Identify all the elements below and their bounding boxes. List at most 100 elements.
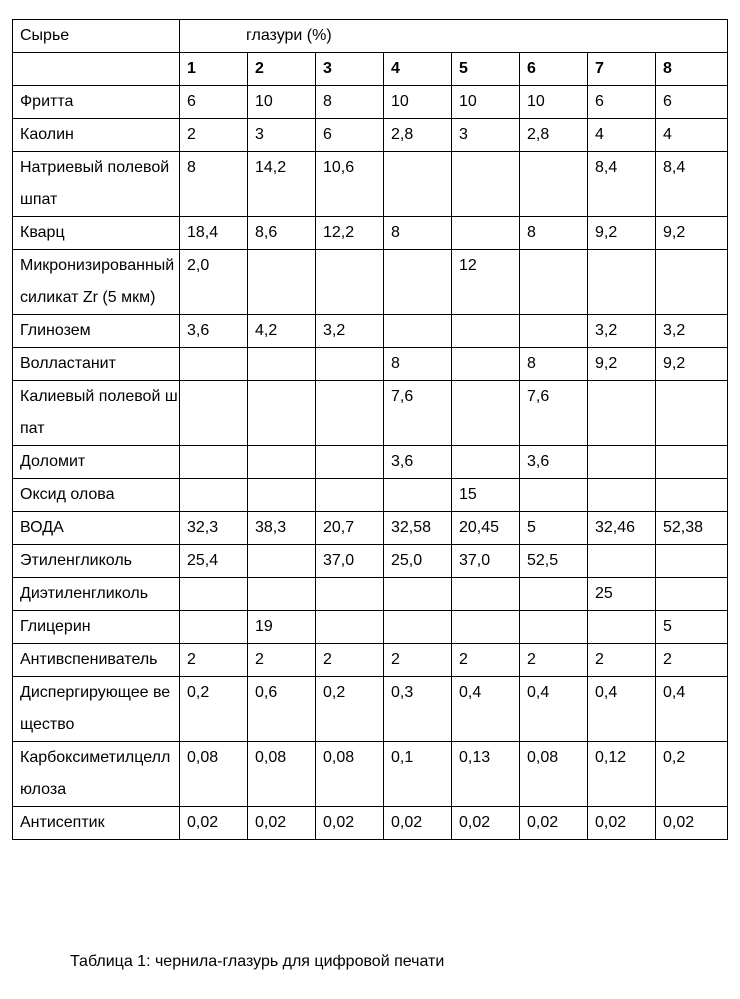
value-cell: 6	[316, 119, 384, 152]
material-name: Антивспениватель	[13, 644, 180, 677]
value-cell	[180, 446, 248, 479]
value-cell: 0,02	[452, 807, 520, 840]
value-cell: 0,1	[384, 742, 452, 807]
value-cell: 37,0	[316, 545, 384, 578]
table-row: Оксид олова15	[13, 479, 728, 512]
value-cell	[384, 152, 452, 217]
value-cell: 8,4	[656, 152, 728, 217]
value-cell: 2	[316, 644, 384, 677]
value-cell	[316, 348, 384, 381]
value-cell	[656, 479, 728, 512]
material-name: Глинозем	[13, 315, 180, 348]
value-cell: 19	[248, 611, 316, 644]
value-cell	[452, 446, 520, 479]
table-row: Глинозем3,64,23,23,23,2	[13, 315, 728, 348]
value-cell: 0,13	[452, 742, 520, 807]
value-cell	[452, 381, 520, 446]
material-name: Глицерин	[13, 611, 180, 644]
value-cell	[520, 250, 588, 315]
value-cell	[384, 315, 452, 348]
value-cell: 15	[452, 479, 520, 512]
value-cell: 8,6	[248, 217, 316, 250]
value-cell	[180, 611, 248, 644]
value-cell: 0,12	[588, 742, 656, 807]
value-cell	[180, 348, 248, 381]
value-cell	[588, 479, 656, 512]
value-cell: 3,6	[520, 446, 588, 479]
table-row: Калиевый полевой шпат7,67,6	[13, 381, 728, 446]
value-cell: 52,5	[520, 545, 588, 578]
value-cell: 32,58	[384, 512, 452, 545]
value-cell	[452, 152, 520, 217]
value-cell	[180, 578, 248, 611]
value-cell: 0,02	[384, 807, 452, 840]
value-cell: 10,6	[316, 152, 384, 217]
value-cell	[384, 611, 452, 644]
value-cell	[248, 578, 316, 611]
value-cell: 0,6	[248, 677, 316, 742]
material-name: ВОДА	[13, 512, 180, 545]
value-cell: 2	[520, 644, 588, 677]
column-number-2: 2	[248, 53, 316, 86]
table-row: Антисептик0,020,020,020,020,020,020,020,…	[13, 807, 728, 840]
value-cell	[316, 446, 384, 479]
value-cell	[248, 381, 316, 446]
table-row: Микронизированный силикат Zr (5 мкм)2,01…	[13, 250, 728, 315]
table-row: Волластанит889,29,2	[13, 348, 728, 381]
column-number-5: 5	[452, 53, 520, 86]
value-cell: 3	[452, 119, 520, 152]
material-name: Каолин	[13, 119, 180, 152]
value-cell: 3,2	[656, 315, 728, 348]
value-cell: 0,4	[588, 677, 656, 742]
value-cell: 2	[588, 644, 656, 677]
value-cell: 2,8	[384, 119, 452, 152]
material-name: Волластанит	[13, 348, 180, 381]
value-cell	[248, 446, 316, 479]
value-cell	[248, 479, 316, 512]
value-cell: 0,2	[656, 742, 728, 807]
value-cell	[656, 250, 728, 315]
value-cell: 7,6	[520, 381, 588, 446]
value-cell	[520, 315, 588, 348]
value-cell: 12	[452, 250, 520, 315]
value-cell	[384, 578, 452, 611]
material-name: Антисептик	[13, 807, 180, 840]
value-cell: 37,0	[452, 545, 520, 578]
value-cell	[248, 545, 316, 578]
value-cell	[588, 250, 656, 315]
value-cell: 0,2	[316, 677, 384, 742]
value-cell: 9,2	[588, 217, 656, 250]
column-number-1: 1	[180, 53, 248, 86]
value-cell: 3,6	[384, 446, 452, 479]
table-row: Каолин2362,832,844	[13, 119, 728, 152]
value-cell: 2	[384, 644, 452, 677]
value-cell: 0,02	[520, 807, 588, 840]
value-cell: 10	[452, 86, 520, 119]
column-number-4: 4	[384, 53, 452, 86]
value-cell: 0,08	[248, 742, 316, 807]
value-cell	[384, 479, 452, 512]
value-cell	[588, 545, 656, 578]
table-row: Диспергирующее вещество0,20,60,20,30,40,…	[13, 677, 728, 742]
value-cell	[452, 315, 520, 348]
table-row: Карбоксиметилцеллюлоза0,080,080,080,10,1…	[13, 742, 728, 807]
value-cell	[520, 611, 588, 644]
value-cell	[520, 578, 588, 611]
value-cell	[384, 250, 452, 315]
value-cell	[588, 446, 656, 479]
value-cell: 12,2	[316, 217, 384, 250]
value-cell: 6	[656, 86, 728, 119]
material-name: Калиевый полевой шпат	[13, 381, 180, 446]
material-name: Диспергирующее вещество	[13, 677, 180, 742]
value-cell: 32,3	[180, 512, 248, 545]
value-cell	[588, 381, 656, 446]
value-cell: 25	[588, 578, 656, 611]
value-cell	[588, 611, 656, 644]
value-cell	[316, 611, 384, 644]
value-cell	[316, 250, 384, 315]
material-name: Натриевый полевой шпат	[13, 152, 180, 217]
material-name: Этиленгликоль	[13, 545, 180, 578]
value-cell: 0,02	[588, 807, 656, 840]
value-cell: 2	[180, 119, 248, 152]
value-cell: 9,2	[588, 348, 656, 381]
